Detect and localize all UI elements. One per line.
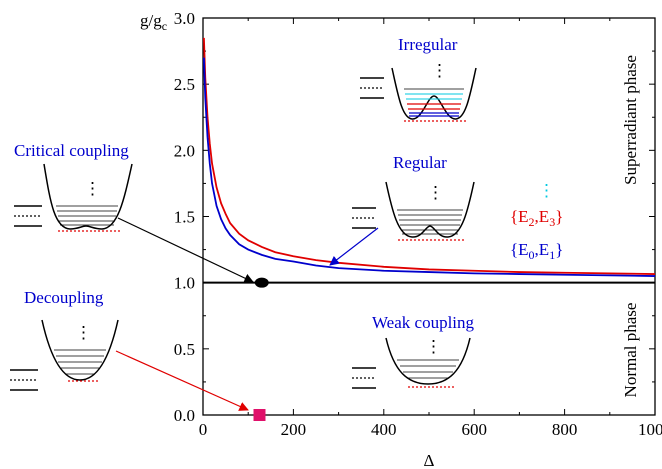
x-tick-label: 200 xyxy=(281,420,307,439)
inset-irregular-potential: ⋮ xyxy=(360,61,477,122)
inset-dots: ⋮ xyxy=(431,61,448,80)
arrow-regular xyxy=(329,227,379,266)
inset-dots: ⋮ xyxy=(425,337,442,356)
label-cyan-dots: ⋮ xyxy=(538,181,555,200)
decoupling-point-marker xyxy=(253,409,266,421)
label-regular: Regular xyxy=(393,153,447,172)
x-tick-label: 800 xyxy=(552,420,578,439)
label-irregular: Irregular xyxy=(398,35,458,54)
inset-decoupling-potential: ⋮ xyxy=(10,319,119,391)
y-tick-label: 2.0 xyxy=(174,141,195,160)
phase-label-normal: Normal phase xyxy=(621,303,640,398)
x-tick-label: 0 xyxy=(199,420,208,439)
y-tick-label: 0.0 xyxy=(174,406,195,425)
series-line-blue xyxy=(203,57,656,277)
y-tick-label: 2.5 xyxy=(174,75,195,94)
inset-regular-potential: ⋮ xyxy=(352,181,475,241)
x-tick-label: 400 xyxy=(371,420,397,439)
inset-weak-potential: ⋮ xyxy=(352,337,471,389)
x-axis-label: Δ xyxy=(424,451,435,469)
arrow-decoupling xyxy=(115,350,249,411)
label-decoupling: Decoupling xyxy=(24,288,104,307)
y-axis-label-sub: c xyxy=(162,19,167,33)
inset-dots: ⋮ xyxy=(84,179,101,198)
series-line-red xyxy=(203,37,656,275)
y-tick-label: 1.0 xyxy=(174,274,195,293)
y-tick-label: 1.5 xyxy=(174,208,195,227)
critical-point-marker xyxy=(254,277,269,288)
arrow-critical xyxy=(117,217,254,283)
y-tick-label: 0.5 xyxy=(174,340,195,359)
label-e0-e1: {E0,E1} xyxy=(510,240,563,262)
y-axis-label: g/gc xyxy=(140,11,167,33)
label-e2-e3: {E2,E3} xyxy=(510,207,563,229)
label-critical-coupling: Critical coupling xyxy=(14,141,129,160)
x-tick-label: 600 xyxy=(461,420,487,439)
y-tick-label: 3.0 xyxy=(174,9,195,28)
inset-dots: ⋮ xyxy=(75,323,92,342)
phase-label-superradiant: Superradiant phase xyxy=(621,55,640,185)
inset-critical-potential: ⋮ xyxy=(14,163,133,232)
inset-dots: ⋮ xyxy=(427,183,444,202)
series-layer xyxy=(203,37,656,421)
label-weak-coupling: Weak coupling xyxy=(372,313,475,332)
